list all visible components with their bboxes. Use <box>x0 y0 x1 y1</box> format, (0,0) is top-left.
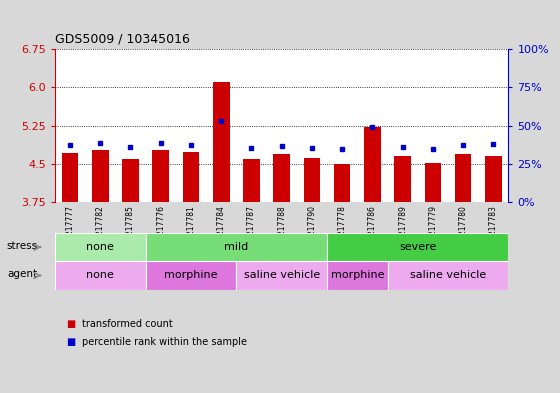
Text: mild: mild <box>224 242 249 252</box>
Bar <box>146 261 236 290</box>
Bar <box>334 164 351 202</box>
Text: saline vehicle: saline vehicle <box>410 270 486 281</box>
Bar <box>304 158 320 202</box>
Text: none: none <box>86 242 114 252</box>
Bar <box>243 159 260 202</box>
Bar <box>273 154 290 202</box>
Text: ■: ■ <box>66 319 76 329</box>
Bar <box>394 156 411 202</box>
Text: none: none <box>86 270 114 281</box>
Text: morphine: morphine <box>330 270 384 281</box>
Text: saline vehicle: saline vehicle <box>244 270 320 281</box>
Bar <box>327 261 388 290</box>
Bar <box>122 159 139 202</box>
Bar <box>236 261 327 290</box>
Bar <box>62 153 78 202</box>
Text: stress: stress <box>6 241 38 251</box>
Bar <box>146 233 327 261</box>
Bar <box>327 233 508 261</box>
Bar <box>55 233 146 261</box>
Bar <box>183 152 199 202</box>
Bar <box>455 154 472 202</box>
Text: morphine: morphine <box>164 270 218 281</box>
Bar <box>364 127 381 202</box>
Bar <box>152 150 169 202</box>
Text: severe: severe <box>399 242 436 252</box>
Bar <box>424 163 441 202</box>
Bar <box>92 150 109 202</box>
Text: GDS5009 / 10345016: GDS5009 / 10345016 <box>55 32 190 45</box>
Text: percentile rank within the sample: percentile rank within the sample <box>82 337 247 347</box>
Bar <box>55 261 146 290</box>
Text: agent: agent <box>7 269 38 279</box>
Bar <box>213 83 230 202</box>
Bar <box>485 156 502 202</box>
Bar <box>388 261 508 290</box>
Text: ■: ■ <box>66 337 76 347</box>
Text: transformed count: transformed count <box>82 319 172 329</box>
